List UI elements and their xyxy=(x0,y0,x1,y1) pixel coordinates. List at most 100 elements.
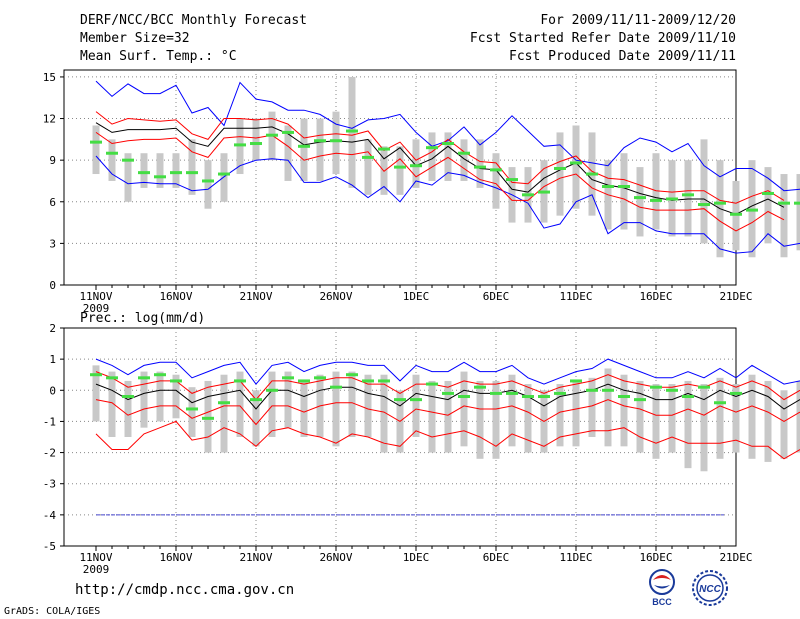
precip-observed-mark xyxy=(170,379,182,382)
precip-observed-mark xyxy=(202,417,214,420)
temp-xtick-label: 21NOV xyxy=(239,290,272,303)
precip-spread-bar xyxy=(525,384,532,453)
precip-year-label: 2009 xyxy=(83,563,110,576)
temp-observed-mark xyxy=(490,168,502,171)
precip-spread-bar xyxy=(765,381,772,462)
temp-xtick-label: 21DEC xyxy=(719,290,752,303)
temp-spread-bar xyxy=(317,119,324,181)
temp-ytick-label: 15 xyxy=(43,71,56,84)
precip-observed-mark xyxy=(330,386,342,389)
precip-observed-mark xyxy=(378,379,390,382)
temp-observed-mark xyxy=(298,145,310,148)
temp-spread-bar xyxy=(157,153,164,188)
temp-observed-mark xyxy=(170,171,182,174)
precip-xtick-label: 21NOV xyxy=(239,551,272,564)
precip-spread-bar xyxy=(445,381,452,453)
temp-observed-mark xyxy=(538,191,550,194)
precip-spread-bar xyxy=(349,372,356,437)
temp-observed-mark xyxy=(394,166,406,169)
precip-observed-mark xyxy=(138,376,150,379)
temp-observed-mark xyxy=(522,193,534,196)
temp-observed-mark xyxy=(714,202,726,205)
temp-ytick-label: 0 xyxy=(49,279,56,292)
precip-spread-bar xyxy=(701,384,708,471)
temp-observed-mark xyxy=(218,173,230,176)
precip-xtick-label: 16DEC xyxy=(639,551,672,564)
temp-observed-mark xyxy=(730,213,742,216)
temp-observed-mark xyxy=(90,141,102,144)
temp-xtick-label: 6DEC xyxy=(483,290,510,303)
temp-spread-bar xyxy=(109,139,116,181)
temp-spread-bar xyxy=(189,139,196,194)
precip-observed-mark xyxy=(234,379,246,382)
precip-observed-mark xyxy=(458,395,470,398)
temp-observed-mark xyxy=(314,139,326,142)
temp-observed-mark xyxy=(794,202,800,205)
temp-spread-bar xyxy=(493,153,500,208)
temp-observed-mark xyxy=(154,175,166,178)
precip-spread-bar xyxy=(141,372,148,428)
precip-ytick-label: -3 xyxy=(43,478,56,491)
precip-spread-bar xyxy=(781,390,788,459)
precip-observed-mark xyxy=(282,376,294,379)
temp-observed-mark xyxy=(234,143,246,146)
precip-observed-mark xyxy=(634,398,646,401)
temp-observed-mark xyxy=(602,185,614,188)
temp-ytick-label: 9 xyxy=(49,154,56,167)
temp-observed-mark xyxy=(634,196,646,199)
temp-observed-mark xyxy=(778,202,790,205)
precip-observed-mark xyxy=(106,376,118,379)
precip-observed-mark xyxy=(618,395,630,398)
ncc-logo: NCC xyxy=(688,568,732,608)
temp-ytick-label: 3 xyxy=(49,237,56,250)
precip-observed-mark xyxy=(522,395,534,398)
precip-spread-bar xyxy=(605,368,612,446)
precip-ytick-label: -2 xyxy=(43,447,56,460)
temp-observed-mark xyxy=(266,134,278,137)
grads-credit: GrADS: COLA/IGES xyxy=(4,604,100,619)
precip-observed-mark xyxy=(426,383,438,386)
temp-observed-mark xyxy=(666,198,678,201)
precip-spread-bar xyxy=(221,375,228,453)
temp-observed-mark xyxy=(346,130,358,133)
temp-observed-mark xyxy=(474,166,486,169)
temp-observed-mark xyxy=(282,131,294,134)
temp-observed-mark xyxy=(554,167,566,170)
temp-observed-mark xyxy=(202,179,214,182)
temp-observed-mark xyxy=(746,209,758,212)
temp-spread-bar xyxy=(253,119,260,161)
precip-observed-mark xyxy=(698,386,710,389)
temp-observed-mark xyxy=(378,148,390,151)
temp-observed-mark xyxy=(762,192,774,195)
precip-observed-mark xyxy=(570,379,582,382)
precip-observed-mark xyxy=(410,398,422,401)
precip-ytick-label: 1 xyxy=(49,353,56,366)
precip-observed-mark xyxy=(586,389,598,392)
precip-spread-bar xyxy=(621,375,628,447)
precip-spread-bar xyxy=(589,378,596,437)
temp-spread-bar xyxy=(365,139,372,194)
temp-observed-mark xyxy=(250,142,262,145)
temp-xtick-label: 26NOV xyxy=(319,290,352,303)
precip-observed-mark xyxy=(186,407,198,410)
temp-ytick-label: 6 xyxy=(49,196,56,209)
precip-observed-mark xyxy=(266,389,278,392)
precip-spread-bar xyxy=(653,384,660,459)
temp-observed-mark xyxy=(698,203,710,206)
source-url[interactable]: http://cmdp.ncc.cma.gov.cn xyxy=(75,583,294,598)
precip-observed-mark xyxy=(506,392,518,395)
temp-observed-mark xyxy=(586,173,598,176)
precip-observed-mark xyxy=(682,395,694,398)
precip-spread-bar xyxy=(573,381,580,446)
temp-observed-mark xyxy=(682,193,694,196)
temp-observed-mark xyxy=(458,152,470,155)
precip-observed-mark xyxy=(394,398,406,401)
precip-xtick-label: 16NOV xyxy=(159,551,192,564)
temp-spread-bar xyxy=(173,153,180,188)
temp-observed-mark xyxy=(570,161,582,164)
precip-observed-mark xyxy=(538,395,550,398)
precip-observed-mark xyxy=(298,379,310,382)
temp-xtick-label: 16DEC xyxy=(639,290,672,303)
temp-observed-mark xyxy=(442,142,454,145)
precip-spread-bar xyxy=(189,387,196,437)
